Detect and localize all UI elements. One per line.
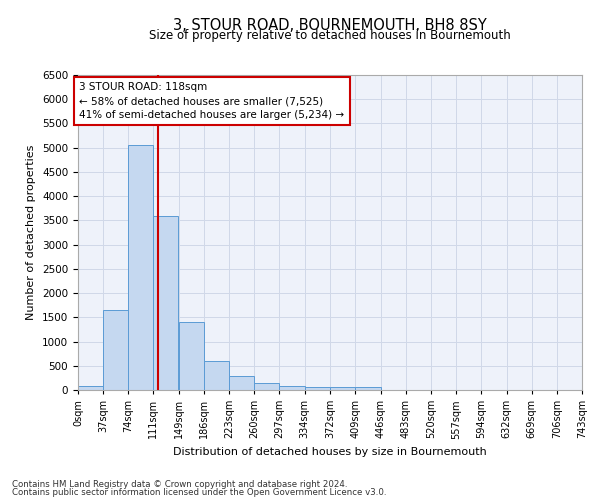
Bar: [355, 388, 380, 390]
Bar: [179, 322, 204, 390]
Bar: [78, 386, 103, 390]
Text: 3 STOUR ROAD: 118sqm
← 58% of detached houses are smaller (7,525)
41% of semi-de: 3 STOUR ROAD: 118sqm ← 58% of detached h…: [79, 82, 344, 120]
Text: 3, STOUR ROAD, BOURNEMOUTH, BH8 8SY: 3, STOUR ROAD, BOURNEMOUTH, BH8 8SY: [173, 18, 487, 32]
Bar: [128, 146, 153, 390]
Bar: [229, 376, 254, 390]
Bar: [254, 383, 280, 390]
Text: Contains public sector information licensed under the Open Government Licence v3: Contains public sector information licen…: [12, 488, 386, 497]
Bar: [153, 216, 178, 390]
Text: Size of property relative to detached houses in Bournemouth: Size of property relative to detached ho…: [149, 29, 511, 42]
Bar: [331, 388, 355, 390]
Y-axis label: Number of detached properties: Number of detached properties: [26, 145, 37, 320]
Text: Contains HM Land Registry data © Crown copyright and database right 2024.: Contains HM Land Registry data © Crown c…: [12, 480, 347, 489]
X-axis label: Distribution of detached houses by size in Bournemouth: Distribution of detached houses by size …: [173, 447, 487, 457]
Bar: [204, 361, 229, 390]
Bar: [103, 310, 128, 390]
Bar: [305, 387, 329, 390]
Bar: [280, 386, 305, 390]
